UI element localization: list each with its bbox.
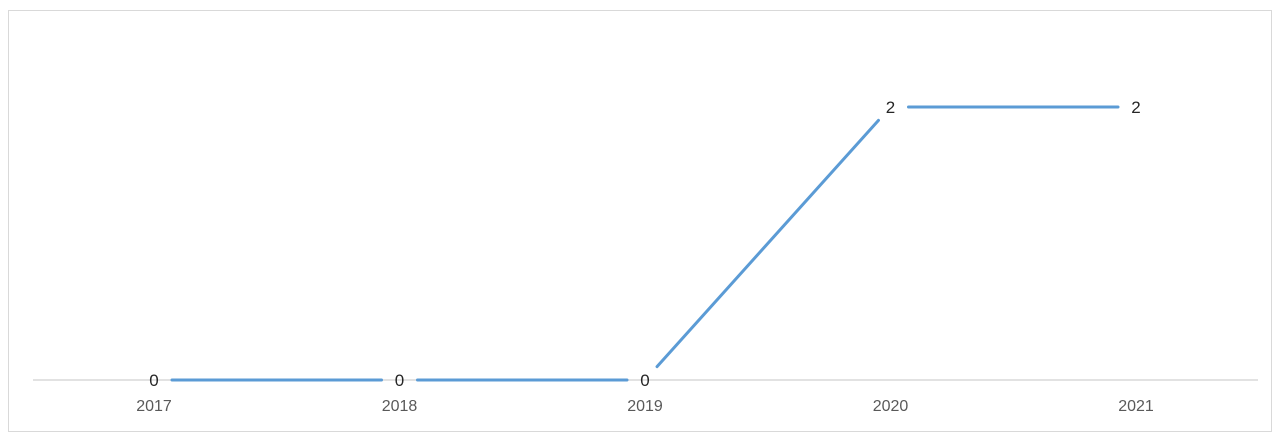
chart-area xyxy=(8,10,1272,432)
x-tick-label: 2017 xyxy=(136,398,172,415)
series-line-group xyxy=(170,105,1120,382)
data-label: 0 xyxy=(149,371,158,390)
x-tick-label: 2021 xyxy=(1118,398,1154,415)
x-tick-label: 2019 xyxy=(627,398,663,415)
data-labels-group: 0 0 0 2 2 xyxy=(149,98,1140,390)
data-label: 2 xyxy=(886,98,895,117)
x-tick-label: 2020 xyxy=(873,398,909,415)
data-label: 2 xyxy=(1131,98,1140,117)
series-segment xyxy=(655,118,880,369)
data-label: 0 xyxy=(395,371,404,390)
data-label: 0 xyxy=(640,371,649,390)
x-tick-labels-group: 2017 2018 2019 2020 2021 xyxy=(136,398,1154,415)
x-tick-label: 2018 xyxy=(382,398,418,415)
